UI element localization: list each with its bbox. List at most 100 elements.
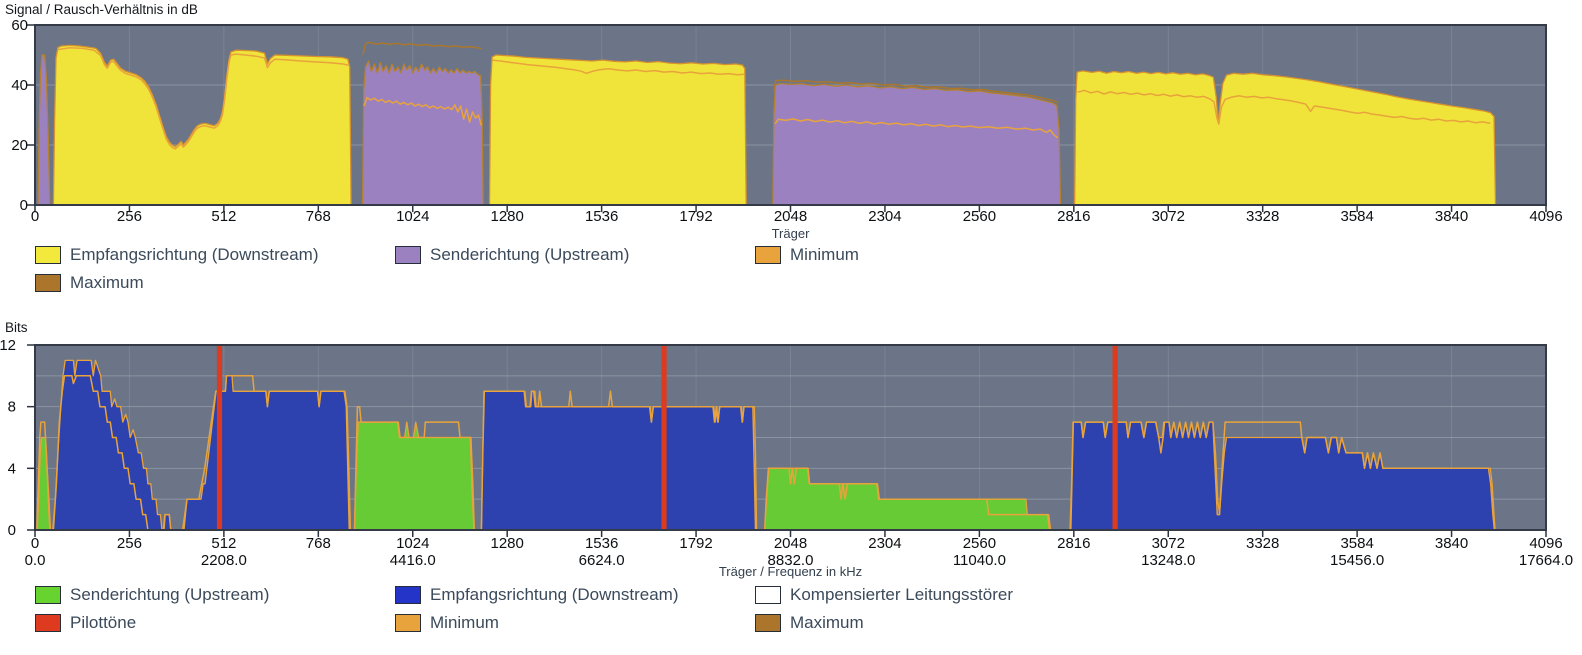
legend-swatch-icon — [35, 246, 61, 264]
x-tick-label: 512 — [211, 208, 236, 225]
series-pilott-ne — [216, 345, 1118, 530]
minimum-line — [52, 375, 351, 531]
legend-swatch-icon — [35, 614, 61, 632]
legend-swatch-icon — [755, 586, 781, 604]
legend-label: Pilottöne — [70, 613, 137, 632]
legend-item-senderichtung-upstream: Senderichtung (Upstream) — [35, 584, 269, 606]
y-axis: 0 20 40 60 — [11, 17, 35, 214]
frequency-tick-label: 15456.0 — [1330, 552, 1384, 566]
area-band — [1073, 70, 1497, 206]
x-tick-label: 3328 — [1246, 208, 1279, 225]
legend-swatch-icon — [395, 614, 421, 632]
legend-item-minimum: Minimum — [755, 244, 859, 266]
minimum-line — [480, 390, 757, 531]
area-band — [353, 421, 476, 531]
legend-label: Senderichtung (Upstream) — [430, 245, 630, 264]
bits-legend: Senderichtung (Upstream) Empfangsrichtung… — [35, 584, 1175, 640]
series-empfangsrichtung-downstream — [52, 359, 1496, 531]
legend-item-senderichtung-upstream: Senderichtung (Upstream) — [395, 244, 629, 266]
y-tick-label: 40 — [11, 77, 28, 94]
snr-x-axis-title: Träger — [771, 226, 810, 241]
legend-row: Maximum — [35, 272, 1175, 300]
x-tick-label: 2304 — [868, 208, 901, 225]
legend-item-empfangsrichtung-downstream: Empfangsrichtung (Downstream) — [395, 584, 678, 606]
x-tick-label: 2048 — [774, 535, 807, 552]
maximum-line — [772, 79, 1059, 104]
minimum-line — [763, 467, 1051, 531]
minimum-line — [353, 405, 475, 531]
minimum-line — [363, 96, 483, 126]
y-tick-label: 60 — [11, 17, 28, 34]
legend-swatch-icon — [755, 614, 781, 632]
legend-swatch-icon — [35, 274, 61, 292]
frequency-tick-label: 11040.0 — [953, 552, 1006, 566]
area-band — [37, 54, 51, 206]
area-band — [488, 54, 747, 206]
y-tick-label: 0 — [20, 197, 28, 214]
legend-label: Kompensierter Leitungsstörer — [790, 585, 1014, 604]
frequency-tick-label: 6624.0 — [579, 552, 625, 566]
frequency-axis: 0.0 2208.0 4416.0 6624.0 8832.0 11040.0 13248.… — [25, 552, 1574, 566]
maximum-line — [362, 41, 483, 56]
x-tick-label: 1280 — [491, 535, 524, 552]
legend-item-pilott-ne: Pilottöne — [35, 612, 136, 634]
x-tick-label: 0 — [31, 535, 39, 552]
x-tick-label: 2048 — [774, 208, 807, 225]
y-axis: 0 4 8 12 — [0, 337, 35, 539]
x-tick-label: 256 — [117, 208, 142, 225]
legend-item-maximum: Maximum — [755, 612, 864, 634]
x-tick-label: 1536 — [585, 208, 618, 225]
signal-rausch-verh-ltnis-in-db-plot: 0 256 512 768 1024 1280 1536 1792 2048 2304 2560 28… — [11, 17, 1562, 225]
legend-swatch-icon — [755, 246, 781, 264]
x-tick-label: 3584 — [1340, 535, 1373, 552]
legend-item-minimum: Minimum — [395, 612, 499, 634]
minimum-line — [492, 59, 745, 76]
bits-chart-title: Bits — [5, 320, 28, 335]
pilot-tone-marker — [661, 345, 667, 530]
pilot-tone-marker — [216, 345, 223, 530]
snr-chart: 0 256 512 768 1024 1280 1536 1792 2048 2304 2560 28… — [0, 0, 1582, 226]
area-band — [772, 82, 1062, 206]
legend-item-maximum: Maximum — [35, 272, 144, 294]
y-tick-label: 12 — [0, 337, 16, 354]
x-tick-label: 2816 — [1057, 535, 1090, 552]
y-tick-label: 20 — [11, 137, 28, 154]
y-tick-label: 4 — [8, 460, 16, 477]
x-tick-label: 1792 — [679, 208, 712, 225]
minimum-line — [57, 47, 349, 150]
area-band — [361, 60, 484, 206]
legend-label: Empfangsrichtung (Downstream) — [70, 245, 319, 264]
legend-label: Minimum — [430, 613, 499, 632]
frequency-tick-label: 4416.0 — [390, 552, 436, 566]
x-axis: 0 256 512 768 1024 1280 1536 1792 2048 2304 2560 28… — [31, 530, 1563, 552]
legend-label: Maximum — [790, 613, 864, 632]
x-tick-label: 3584 — [1340, 208, 1373, 225]
frequency-tick-label: 8832.0 — [768, 552, 814, 566]
minimum-line — [774, 118, 1059, 139]
x-tick-label: 1024 — [396, 535, 429, 552]
legend-row: Empfangsrichtung (Downstream) Senderichtu… — [35, 244, 1175, 272]
minimum-line — [1069, 421, 1496, 531]
bits-plot: 0 256 512 768 1024 1280 1536 1792 2048 2304 2560 28… — [0, 337, 1574, 566]
area-band — [52, 359, 352, 531]
x-tick-label: 3072 — [1152, 208, 1185, 225]
minimum-line — [1077, 89, 1491, 125]
legend-swatch-icon — [35, 586, 61, 604]
bits-chart: 0 256 512 768 1024 1280 1536 1792 2048 2304 2560 28… — [0, 316, 1582, 566]
x-tick-label: 768 — [306, 208, 331, 225]
legend-label: Empfangsrichtung (Downstream) — [430, 585, 679, 604]
frequency-tick-label: 13248.0 — [1141, 552, 1195, 566]
legend-label: Minimum — [790, 245, 859, 264]
legend-item-empfangsrichtung-downstream: Empfangsrichtung (Downstream) — [35, 244, 318, 266]
x-tick-label: 3072 — [1152, 535, 1185, 552]
x-tick-label: 3328 — [1246, 535, 1279, 552]
series-senderichtung-upstream — [37, 54, 1062, 206]
x-tick-label: 1280 — [491, 208, 524, 225]
series-maximum — [362, 41, 1059, 104]
frequency-tick-label: 0.0 — [25, 552, 46, 566]
x-tick-label: 1024 — [396, 208, 429, 225]
x-tick-label: 4096 — [1529, 535, 1562, 552]
bits-x-axis-title: Träger / Frequenz in kHz — [718, 564, 863, 579]
series-empfangsrichtung-downstream — [52, 44, 1497, 206]
legend-swatch-icon — [395, 246, 421, 264]
